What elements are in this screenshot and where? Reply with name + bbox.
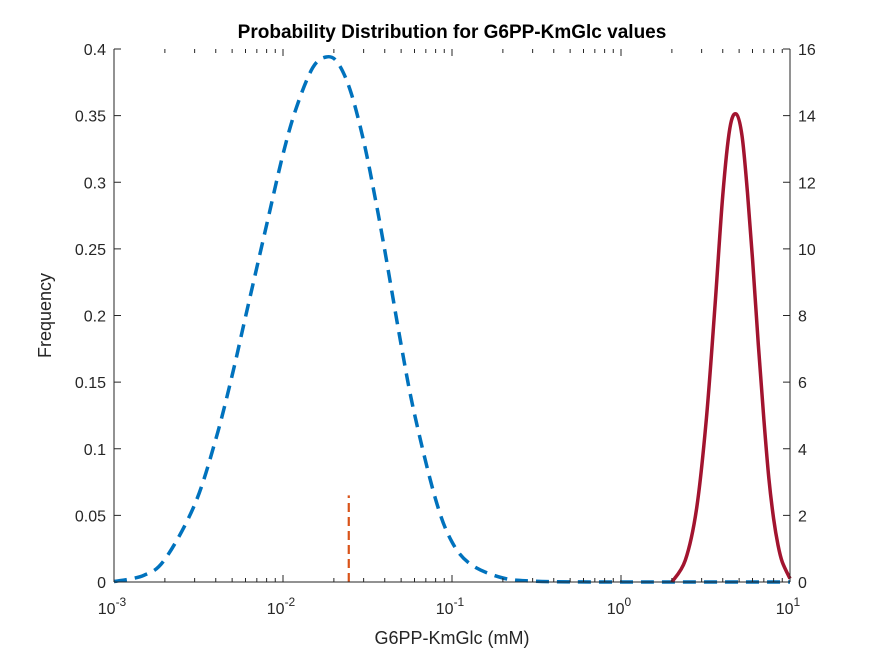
x-tick-label: 10-2	[267, 595, 296, 618]
y-right-tick-label: 0	[798, 575, 807, 592]
y-right-tick-label: 12	[798, 175, 816, 192]
y-right-tick-label: 8	[798, 309, 807, 326]
x-tick-label: 10-1	[436, 595, 465, 618]
ticks-layer: 10-3 10-2 10-1 100 10100.050.10.150.20.250.3…	[75, 42, 816, 618]
x-tick-label: 101	[776, 595, 801, 618]
x-tick-label: 100	[607, 595, 632, 618]
y-left-tick-label: 0.2	[84, 309, 106, 326]
y-right-tick-label: 14	[798, 109, 816, 126]
y-right-tick-label: 10	[798, 242, 816, 259]
series-layer	[113, 54, 792, 584]
y-axis-label: Frequency	[35, 273, 55, 358]
y-left-tick-label: 0	[97, 575, 106, 592]
chart-title: Probability Distribution for G6PP-KmGlc …	[238, 22, 667, 43]
plot-area	[114, 49, 790, 582]
y-left-tick-label: 0.25	[75, 242, 106, 259]
y-right-tick-label: 16	[798, 42, 816, 59]
y-left-tick-label: 0.05	[75, 508, 106, 525]
y-right-tick-label: 6	[798, 375, 807, 392]
y-left-tick-label: 0.1	[84, 442, 106, 459]
y-left-tick-label: 0.3	[84, 175, 106, 192]
y-left-tick-label: 0.4	[84, 42, 106, 59]
series-line-2	[670, 112, 792, 584]
y-left-tick-label: 0.35	[75, 109, 106, 126]
y-right-tick-label: 4	[798, 442, 807, 459]
y-right-tick-label: 2	[798, 508, 807, 525]
series-line-1	[113, 54, 790, 584]
x-tick-label: 10-3	[98, 595, 127, 618]
y-left-tick-label: 0.15	[75, 375, 106, 392]
x-axis-label: G6PP-KmGlc (mM)	[375, 628, 530, 648]
